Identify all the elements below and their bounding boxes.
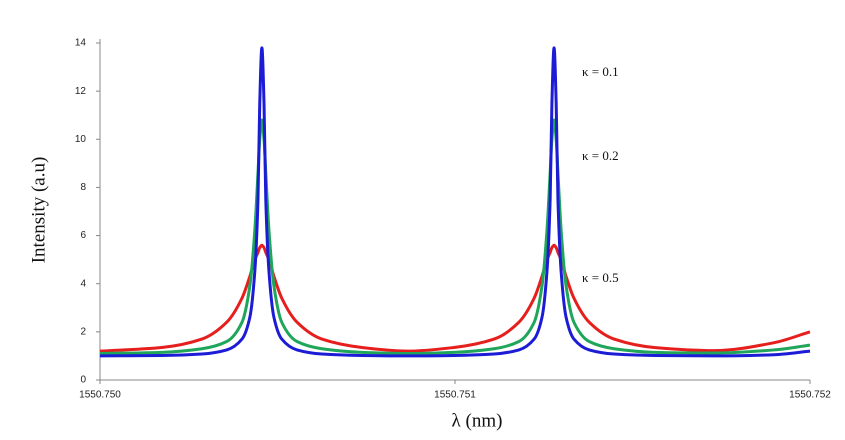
series-label: κ = 0.1 [582,64,619,79]
y-tick-label: 10 [75,134,87,145]
y-tick-label: 8 [80,182,86,193]
x-tick-label: 1550.750 [79,390,121,401]
x-tick-label: 1550.751 [434,390,476,401]
y-tick-label: 14 [75,38,87,49]
x-tick-label: 1550.752 [789,390,831,401]
y-tick-label: 6 [80,230,86,241]
y-tick-label: 4 [80,278,86,289]
series-label: κ = 0.5 [582,270,619,285]
series-label: κ = 0.2 [582,148,619,163]
y-tick-label: 0 [80,375,86,386]
y-axis-title: Intensity (a.u) [28,157,49,264]
y-tick-label: 12 [75,86,87,97]
series-line [99,118,811,356]
x-axis-title: λ (nm) [452,410,503,431]
series-line [99,46,811,358]
y-tick-label: 2 [80,326,86,337]
series-line [99,243,811,353]
